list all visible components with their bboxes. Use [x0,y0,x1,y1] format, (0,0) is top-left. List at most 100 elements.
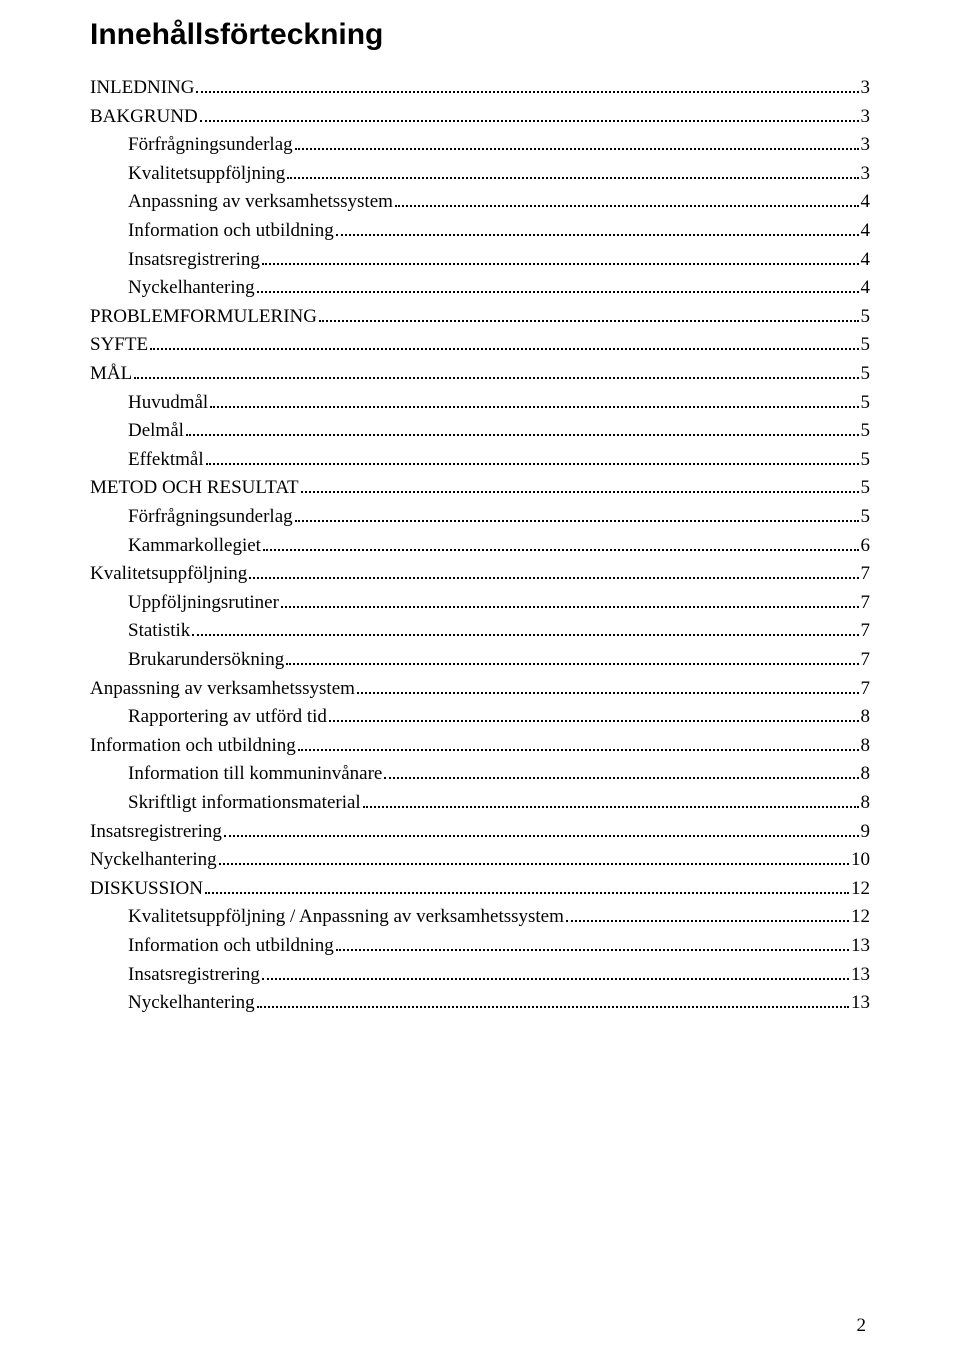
toc-entry: Insatsregistrering 4 [90,246,870,275]
toc-entry-page: 5 [861,331,871,360]
toc-entry-label: Anpassning av verksamhetssystem [128,188,393,217]
toc-leader-dots [363,789,859,808]
toc-entry-page: 12 [851,903,870,932]
toc-entry-page: 4 [861,188,871,217]
toc-entry-label: Huvudmål [128,389,208,418]
page-number: 2 [857,1315,867,1337]
toc-entry-label: Information och utbildning [128,932,334,961]
toc-entry: Kammarkollegiet6 [90,532,870,561]
toc-entry-page: 5 [861,446,871,475]
toc-entry-label: Nyckelhantering [128,274,255,303]
toc-entry-label: Kvalitetsuppföljning / Anpassning av ver… [128,903,564,932]
toc-leader-dots [262,246,859,265]
toc-entry-label: BAKGRUND [90,103,198,132]
toc-leader-dots [281,589,859,608]
toc-leader-dots [336,932,849,951]
toc-entry-page: 5 [861,503,871,532]
toc-entry-page: 7 [861,646,871,675]
toc-entry: Kvalitetsuppföljning 3 [90,160,870,189]
toc-entry-label: Effektmål [128,446,204,475]
toc-leader-dots [224,817,859,836]
toc-entry-page: 4 [861,246,871,275]
toc-leader-dots [263,532,859,551]
toc-entry-label: Rapportering av utförd tid [128,703,327,732]
toc-entry: METOD OCH RESULTAT5 [90,474,870,503]
toc-entry-label: Information och utbildning [128,217,334,246]
toc-entry: Insatsregistrering 9 [90,817,870,846]
toc-entry-label: Statistik [128,617,190,646]
toc-entry-page: 3 [861,74,871,103]
toc-entry: Delmål5 [90,417,870,446]
toc-leader-dots [336,217,859,236]
toc-entry: Huvudmål 5 [90,389,870,418]
toc-entry-label: Skriftligt informationsmaterial [128,789,361,818]
toc-entry-page: 13 [851,932,870,961]
toc-leader-dots [286,646,858,665]
toc-leader-dots [301,474,859,493]
toc-entry: Nyckelhantering13 [90,989,870,1018]
toc-entry: Rapportering av utförd tid 8 [90,703,870,732]
toc-leader-dots [329,703,859,722]
toc-leader-dots [319,303,859,322]
toc-entry: Kvalitetsuppföljning / Anpassning av ver… [90,903,870,932]
toc-entry-label: Information och utbildning [90,732,296,761]
toc-entry: PROBLEMFORMULERING5 [90,303,870,332]
toc-leader-dots [257,274,859,293]
toc-entry: Uppföljningsrutiner7 [90,589,870,618]
toc-entry-page: 3 [861,103,871,132]
toc-entry-label: Nyckelhantering [90,846,217,875]
toc-leader-dots [150,331,858,350]
toc-entry-page: 4 [861,217,871,246]
toc-entry-page: 5 [861,303,871,332]
toc-entry-label: DISKUSSION [90,875,203,904]
toc-leader-dots [262,960,849,979]
toc-entry-label: Kvalitetsuppföljning [128,160,285,189]
toc-entry-page: 9 [861,818,871,847]
toc-leader-dots [295,503,859,522]
toc-entry-page: 4 [861,274,871,303]
toc-entry-page: 8 [861,703,871,732]
toc-entry-page: 8 [861,789,871,818]
toc-entry-page: 5 [861,360,871,389]
toc-entry: Anpassning av verksamhetssystem 4 [90,188,870,217]
toc-entry: SYFTE 5 [90,331,870,360]
toc-entry-page: 7 [861,617,871,646]
toc-entry: Nyckelhantering 4 [90,274,870,303]
toc-entry: Effektmål 5 [90,446,870,475]
toc-leader-dots [196,74,858,93]
toc-entry: Förfrågningsunderlag3 [90,131,870,160]
toc-entry-page: 13 [851,989,870,1018]
toc-leader-dots [219,846,849,865]
toc-entry: Information och utbildning 8 [90,732,870,761]
toc-leader-dots [249,560,858,579]
toc-leader-dots [206,446,859,465]
toc-entry-page: 8 [861,760,871,789]
toc-entry: DISKUSSION12 [90,875,870,904]
toc-entry-label: Delmål [128,417,184,446]
table-of-contents: INLEDNING3BAKGRUND3Förfrågningsunderlag3… [90,74,870,1018]
toc-entry: BAKGRUND 3 [90,103,870,132]
toc-leader-dots [298,732,859,751]
toc-entry-page: 7 [861,675,871,704]
toc-entry-page: 7 [861,560,871,589]
toc-entry-page: 3 [861,160,871,189]
toc-entry-label: INLEDNING [90,74,194,103]
toc-leader-dots [395,188,859,207]
toc-leader-dots [384,760,858,779]
toc-entry-page: 5 [861,389,871,418]
toc-leader-dots [192,617,858,636]
toc-entry-label: SYFTE [90,331,148,360]
toc-entry: Anpassning av verksamhetssystem7 [90,674,870,703]
toc-entry-page: 8 [861,732,871,761]
toc-entry-label: Insatsregistrering [128,246,260,275]
toc-entry-page: 3 [861,131,871,160]
toc-entry: Kvalitetsuppföljning7 [90,560,870,589]
toc-leader-dots [257,989,849,1008]
toc-entry-label: Insatsregistrering [90,818,222,847]
toc-entry-page: 10 [851,846,870,875]
page-title: Innehållsförteckning [90,18,870,52]
toc-entry: INLEDNING 3 [90,74,870,103]
toc-entry-page: 6 [861,532,871,561]
toc-entry: MÅL5 [90,360,870,389]
toc-entry-label: Brukarundersökning [128,646,284,675]
